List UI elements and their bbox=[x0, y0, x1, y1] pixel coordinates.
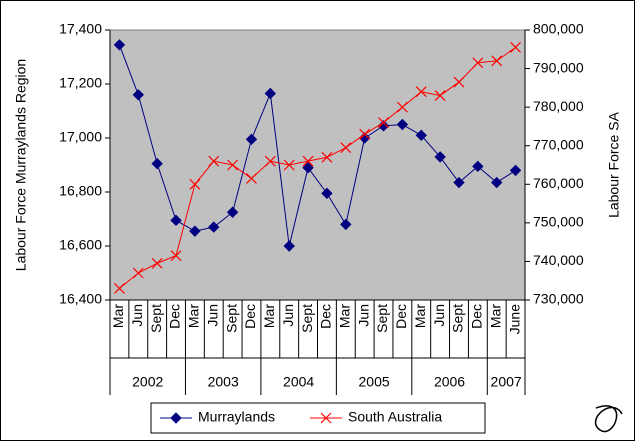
point bbox=[453, 176, 465, 189]
point bbox=[113, 39, 126, 51]
x-tick-label: Mar bbox=[487, 304, 503, 328]
point bbox=[170, 412, 182, 424]
x-tick-label: Mar bbox=[336, 304, 352, 328]
point bbox=[415, 86, 427, 98]
point bbox=[491, 55, 503, 67]
group-label: 2004 bbox=[283, 374, 314, 390]
point bbox=[189, 178, 201, 190]
point bbox=[208, 221, 220, 233]
logo bbox=[594, 405, 623, 433]
point bbox=[151, 157, 163, 170]
group-label: 2005 bbox=[359, 374, 390, 390]
point bbox=[490, 176, 503, 189]
y2-tick-label: 770,000 bbox=[533, 136, 584, 152]
y2-tick-label: 740,000 bbox=[533, 252, 584, 268]
x-tick-label: Jun bbox=[204, 304, 220, 327]
group-label: 2007 bbox=[491, 374, 522, 390]
point bbox=[283, 240, 295, 252]
x-tick-label: Jun bbox=[431, 304, 447, 327]
point bbox=[132, 89, 145, 101]
point bbox=[320, 412, 332, 424]
y2-tick-label: 780,000 bbox=[533, 98, 584, 114]
point bbox=[321, 151, 333, 163]
x-tick-label: Sept bbox=[148, 304, 164, 333]
y-tick-label: 16,800 bbox=[59, 183, 102, 199]
point bbox=[170, 214, 182, 227]
x-tick-label: Jun bbox=[280, 304, 296, 327]
point bbox=[378, 117, 389, 128]
x-tick-label: Sept bbox=[299, 304, 315, 333]
x-tick-label: Jun bbox=[129, 304, 145, 327]
point bbox=[434, 151, 446, 163]
point bbox=[151, 257, 163, 269]
point bbox=[189, 225, 201, 237]
x-tick-label: Mar bbox=[261, 304, 277, 328]
point bbox=[321, 187, 333, 200]
x-tick-label: Dec bbox=[318, 304, 334, 329]
point bbox=[114, 283, 125, 294]
y2-tick-label: 800,000 bbox=[533, 21, 584, 37]
point bbox=[170, 250, 182, 262]
y2-tick-label: 750,000 bbox=[533, 214, 584, 230]
legend-label: Murraylands bbox=[198, 409, 275, 425]
legend-label: South Australia bbox=[348, 409, 442, 425]
y2-tick-label: 790,000 bbox=[533, 59, 584, 75]
y-tick-label: 17,400 bbox=[59, 21, 102, 37]
group-label: 2002 bbox=[132, 374, 163, 390]
point bbox=[208, 155, 220, 167]
y2-tick-label: 760,000 bbox=[533, 175, 584, 191]
y-tick-label: 17,000 bbox=[59, 129, 102, 145]
point bbox=[264, 155, 276, 167]
point bbox=[264, 87, 277, 100]
point bbox=[509, 164, 522, 177]
point bbox=[340, 218, 352, 231]
point bbox=[472, 160, 484, 173]
x-tick-label: Mar bbox=[186, 304, 202, 328]
point bbox=[245, 133, 258, 146]
point bbox=[302, 161, 314, 174]
y2-tick-label: 730,000 bbox=[533, 291, 584, 307]
plot-area bbox=[109, 29, 526, 301]
point bbox=[396, 118, 409, 131]
series-line bbox=[118, 44, 516, 247]
x-tick-label: Mar bbox=[110, 304, 126, 328]
x-tick-label: Dec bbox=[167, 304, 183, 329]
x-tick-label: Dec bbox=[242, 304, 258, 329]
point bbox=[226, 206, 239, 218]
point bbox=[396, 101, 408, 113]
x-tick-label: Sept bbox=[374, 304, 390, 333]
point bbox=[302, 155, 314, 167]
group-label: 2006 bbox=[434, 374, 465, 390]
point bbox=[283, 159, 295, 171]
series-line bbox=[119, 46, 516, 289]
point bbox=[227, 159, 239, 171]
x-tick-label: Jun bbox=[355, 304, 371, 327]
y-tick-label: 16,600 bbox=[59, 237, 102, 253]
x-tick-label: Dec bbox=[469, 304, 485, 329]
point bbox=[453, 76, 465, 88]
y-tick-label: 17,200 bbox=[59, 75, 102, 91]
point bbox=[359, 128, 371, 140]
x-tick-label: Sept bbox=[450, 304, 466, 333]
y-tick-label: 16,400 bbox=[59, 291, 102, 307]
x-tick-label: Dec bbox=[393, 304, 409, 329]
x-tick-label: Sept bbox=[223, 304, 239, 333]
point bbox=[472, 57, 484, 69]
point bbox=[434, 90, 446, 101]
point bbox=[510, 41, 521, 53]
x-tick-label: June bbox=[506, 304, 522, 335]
point bbox=[340, 142, 352, 154]
point bbox=[415, 129, 427, 142]
group-label: 2003 bbox=[208, 374, 239, 390]
point bbox=[132, 267, 144, 279]
y-axis-title: Labour Force Murraylands Region bbox=[13, 59, 29, 271]
x-tick-label: Mar bbox=[412, 304, 428, 328]
y2-axis-title: Labour Force SA bbox=[606, 111, 622, 217]
point bbox=[246, 173, 257, 184]
